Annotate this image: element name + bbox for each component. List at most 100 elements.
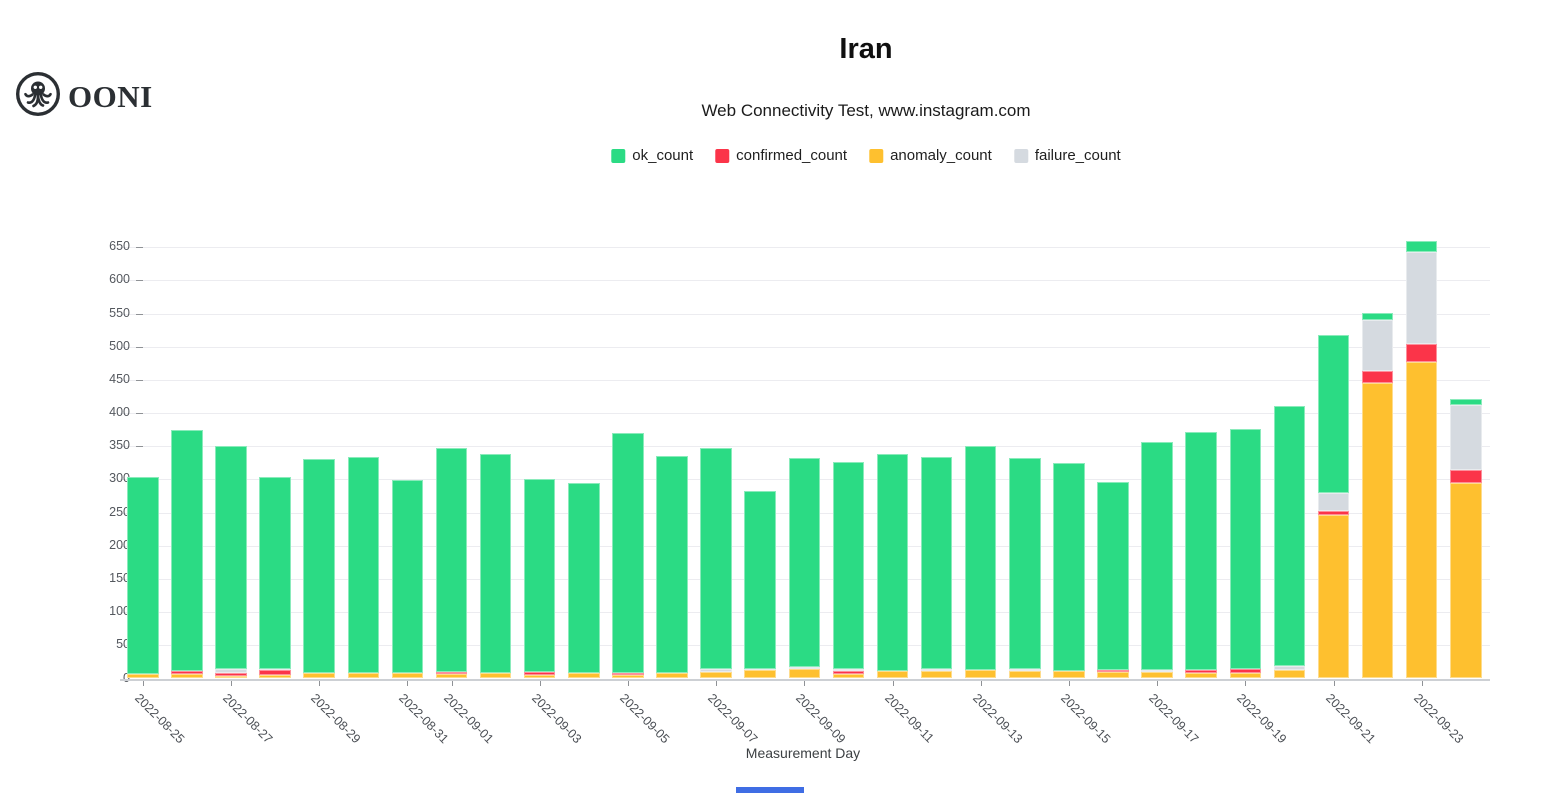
bar-segment-confirmed_count[interactable]	[171, 670, 203, 674]
bar-segment-ok_count[interactable]	[612, 432, 644, 674]
bar-segment-anomaly_count[interactable]	[568, 673, 600, 679]
bar-segment-confirmed_count[interactable]	[832, 671, 865, 674]
bar-segment-ok_count[interactable]	[788, 457, 821, 668]
bar-segment-ok_count[interactable]	[1009, 458, 1041, 669]
bar-segment-ok_count[interactable]	[171, 429, 203, 671]
legend-label-confirmed: confirmed_count	[736, 147, 848, 164]
bar-segment-failure_count[interactable]	[1450, 405, 1482, 471]
bar-segment-ok_count[interactable]	[479, 454, 512, 674]
bar-segment-failure_count[interactable]	[259, 668, 291, 670]
bar-segment-failure_count[interactable]	[1361, 320, 1394, 371]
bar-segment-confirmed_count[interactable]	[259, 669, 291, 676]
bar-segment-ok_count[interactable]	[1229, 428, 1262, 669]
bar-segment-ok_count[interactable]	[523, 478, 556, 672]
bar-segment-ok_count[interactable]	[1361, 312, 1394, 321]
bar-segment-ok_count[interactable]	[1317, 334, 1350, 494]
bar-segment-ok_count[interactable]	[127, 476, 159, 674]
bar-segment-confirmed_count[interactable]	[1361, 370, 1394, 384]
bar-segment-confirmed_count[interactable]	[1405, 344, 1438, 362]
bar-segment-anomaly_count[interactable]	[612, 675, 644, 679]
x-axis-tick	[1421, 680, 1423, 686]
bar-segment-anomaly_count[interactable]	[832, 673, 865, 679]
y-axis-tick	[136, 247, 143, 249]
bar-segment-confirmed_count[interactable]	[1450, 470, 1482, 483]
bar-segment-anomaly_count[interactable]	[876, 671, 909, 679]
bar-segment-ok_count[interactable]	[347, 456, 380, 674]
bar-segment-confirmed_count[interactable]	[1185, 669, 1217, 673]
bar-segment-anomaly_count[interactable]	[1141, 671, 1173, 679]
bar-segment-confirmed_count[interactable]	[1097, 669, 1129, 672]
x-axis-label: 2022-09-19	[1234, 690, 1290, 746]
bar-segment-anomaly_count[interactable]	[1361, 383, 1394, 679]
bar-segment-anomaly_count[interactable]	[391, 672, 424, 679]
bar-segment-anomaly_count[interactable]	[479, 673, 512, 679]
bar-segment-anomaly_count[interactable]	[1097, 671, 1129, 679]
bar-segment-failure_count[interactable]	[215, 669, 247, 673]
bar-segment-failure_count[interactable]	[1317, 493, 1350, 512]
bar-segment-ok_count[interactable]	[568, 482, 600, 674]
bar-segment-anomaly_count[interactable]	[215, 675, 247, 679]
bar-segment-anomaly_count[interactable]	[1405, 361, 1438, 679]
bar-segment-anomaly_count[interactable]	[1450, 482, 1482, 679]
bar-segment-anomaly_count[interactable]	[303, 672, 335, 679]
bar-segment-ok_count[interactable]	[303, 458, 335, 673]
legend-label-ok: ok_count	[632, 147, 694, 164]
bar-segment-anomaly_count[interactable]	[127, 673, 159, 679]
bar-segment-ok_count[interactable]	[1097, 482, 1129, 670]
bar-segment-ok_count[interactable]	[1053, 462, 1085, 672]
bar-segment-anomaly_count[interactable]	[523, 674, 556, 679]
bar-segment-anomaly_count[interactable]	[1317, 514, 1350, 679]
bar-segment-ok_count[interactable]	[259, 477, 291, 669]
bar-segment-failure_count[interactable]	[1405, 252, 1438, 345]
y-axis-tick	[136, 346, 143, 348]
bar-segment-anomaly_count[interactable]	[1273, 669, 1306, 679]
bar-segment-failure_count[interactable]	[1273, 665, 1306, 670]
bar-segment-anomaly_count[interactable]	[700, 671, 732, 679]
bar-segment-confirmed_count[interactable]	[1317, 511, 1350, 515]
bar-segment-ok_count[interactable]	[1273, 405, 1306, 666]
bar-segment-ok_count[interactable]	[391, 480, 424, 673]
bar-segment-anomaly_count[interactable]	[435, 673, 468, 679]
bar-segment-anomaly_count[interactable]	[1185, 672, 1217, 679]
bar-segment-anomaly_count[interactable]	[347, 673, 380, 679]
bar-segment-anomaly_count[interactable]	[1053, 671, 1085, 679]
bar-segment-anomaly_count[interactable]	[920, 670, 953, 679]
bar-segment-anomaly_count[interactable]	[171, 673, 203, 679]
bar-segment-confirmed_count[interactable]	[612, 673, 644, 676]
bar-segment-anomaly_count[interactable]	[1229, 672, 1262, 679]
bar-segment-anomaly_count[interactable]	[259, 675, 291, 679]
bar-segment-confirmed_count[interactable]	[215, 672, 247, 676]
y-axis-label: 50	[116, 637, 130, 652]
bar-segment-confirmed_count[interactable]	[523, 671, 556, 675]
bar-segment-ok_count[interactable]	[832, 462, 865, 670]
y-axis-label: 450	[109, 371, 130, 386]
bar-segment-confirmed_count[interactable]	[435, 671, 468, 674]
bar-segment-ok_count[interactable]	[920, 456, 953, 669]
bar-segment-anomaly_count[interactable]	[1009, 670, 1041, 679]
bar-segment-ok_count[interactable]	[700, 448, 732, 670]
y-axis-tick	[136, 313, 143, 315]
bar-segment-ok_count[interactable]	[1141, 441, 1173, 670]
x-axis-tick	[451, 680, 453, 686]
bar-segment-anomaly_count[interactable]	[744, 669, 776, 679]
bar-segment-failure_count[interactable]	[788, 667, 821, 669]
bar-segment-ok_count[interactable]	[744, 491, 776, 669]
bar-segment-ok_count[interactable]	[1450, 399, 1482, 406]
bar-segment-ok_count[interactable]	[215, 445, 247, 670]
bar-segment-ok_count[interactable]	[1405, 240, 1438, 253]
bar-segment-failure_count[interactable]	[744, 668, 776, 670]
bar-segment-anomaly_count[interactable]	[788, 668, 821, 679]
bar-segment-ok_count[interactable]	[876, 453, 909, 672]
bar-segment-ok_count[interactable]	[435, 448, 468, 672]
bar-segment-failure_count[interactable]	[1141, 669, 1173, 672]
bar-segment-anomaly_count[interactable]	[964, 669, 997, 679]
bar-segment-failure_count[interactable]	[920, 668, 953, 671]
bar-segment-ok_count[interactable]	[656, 455, 688, 674]
bar-segment-ok_count[interactable]	[1185, 431, 1217, 670]
bar-segment-ok_count[interactable]	[964, 445, 997, 670]
bar-segment-confirmed_count[interactable]	[1229, 668, 1262, 673]
bar-segment-anomaly_count[interactable]	[656, 673, 688, 679]
bar-segment-failure_count[interactable]	[700, 669, 732, 672]
bar-segment-failure_count[interactable]	[1009, 668, 1041, 671]
bar-segment-failure_count[interactable]	[832, 669, 865, 672]
